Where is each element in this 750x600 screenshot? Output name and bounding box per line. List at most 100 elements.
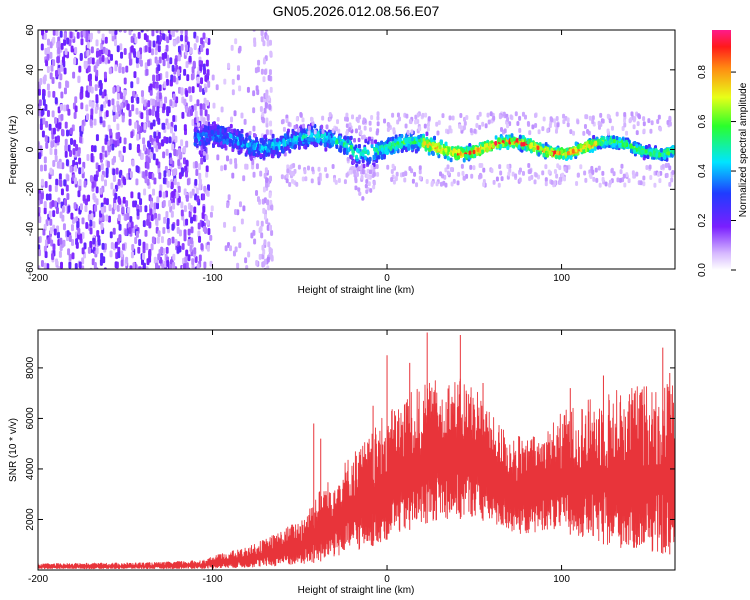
spectrogram-cell [267,204,271,211]
spectrogram-cell [77,75,81,83]
spectrogram-cell [184,30,188,37]
spectrogram-cell [269,175,273,182]
spectrogram-cell [206,113,210,121]
spectrogram-cell [177,195,181,203]
spectrogram-cell [185,89,189,97]
spectrogram-cell [158,190,162,198]
spectrogram-cell [56,56,60,64]
spectrogram-cell [207,38,211,46]
spectrogram-cell [90,108,94,116]
spectrogram-cell [259,106,263,113]
spectrogram-marks [38,24,675,269]
spectrogram-cell [123,77,127,85]
spectrogram-cell [94,204,98,212]
spectrogram-cell [108,204,112,212]
spectrogram-cell [70,224,74,232]
spectrogram-cell [263,239,267,246]
spectrogram-cell [183,68,187,76]
spectrogram-cell [175,77,179,85]
spectrogram-cell [38,206,41,214]
spectrogram-cell [81,232,85,240]
spectrogram-cell [128,58,132,66]
spectrogram-cell [64,198,68,206]
spectrogram-cell [231,89,235,96]
spectrogram-cell [128,110,132,118]
spectrogram-cell [58,173,62,181]
spectrogram-cell [269,199,273,206]
spectrogram-cell [54,155,58,163]
spectrogram-cell [259,225,263,232]
spectrogram-cell [184,170,188,178]
spectrogram-cell [51,110,55,118]
spectrogram-cell [41,178,45,186]
spectrogram-cell [145,109,149,117]
spectrogram-cell [268,69,272,76]
spectrogram-cell [161,52,165,60]
spectrogram-cell [62,239,66,247]
spectrogram-cell [89,219,93,227]
spectrogram-cell [162,191,166,199]
spectrogram-cell [176,30,179,31]
spectrogram-cell [143,99,147,107]
spectrogram-cell [149,88,153,96]
spectrogram-cell [269,50,273,57]
spectrogram-cell [64,48,68,56]
spectrogram-cell [44,251,48,259]
spectrogram-cell [130,251,134,259]
spectrogram-cell [141,268,143,269]
spectrogram-cell [253,40,257,47]
spectrogram-cell [122,95,126,103]
spectrogram-cell [38,216,42,224]
spectrogram-cell [169,126,173,134]
spectrogram-cell [269,248,273,255]
spectrogram-cell [161,122,165,130]
spectrogram-cell [134,237,138,245]
spectrogram-cell [101,91,105,99]
spectrogram-cell [64,150,68,158]
spectrogram-cell [194,255,198,263]
spectrogram-cell [195,169,199,177]
spectrogram-cell [90,86,94,94]
spectrogram-cell [205,165,209,173]
spectrogram-cell [260,232,264,239]
spectrogram-cell [185,159,189,167]
spectrogram-cell [170,181,174,189]
spectrogram-cell [131,159,135,167]
spectrogram-cell [90,213,94,221]
spectrogram-cell [110,30,113,31]
spectrogram-cell [93,118,97,126]
spectrogram-cell [207,80,211,88]
spectrogram-cell [205,24,208,30]
spectrogram-cell [72,147,76,155]
spectrogram-cell [162,177,166,185]
spectrogram-cell [238,45,242,52]
spectrogram-cell [157,45,161,53]
spectrogram-cell [133,71,137,79]
spectrogram-cell [63,67,67,75]
spectrogram-cell [136,208,140,216]
spectrogram-cell [163,260,167,268]
spectrogram-cell [150,243,154,251]
spectrogram-cell [56,161,60,169]
spectrogram-cell [191,258,195,266]
spectrogram-cell [269,120,273,127]
spectrogram-cell [149,134,153,142]
spectrogram-cell [90,155,94,163]
spectrogram-cell [56,225,60,233]
spectrogram-cell [155,158,159,166]
spectrogram-cell [63,87,67,95]
spectrogram-cell [183,124,187,132]
spectrogram-cell [158,56,162,64]
spectrogram-cell [74,262,78,269]
spectrogram-cell [165,246,169,254]
spectrogram-cell [172,93,176,101]
spectrogram-cell [43,74,47,82]
spectrogram-cell [85,30,89,37]
spectrogram-cell [152,98,156,106]
spectrogram-cell [105,134,109,142]
spectrogram-cell [172,202,176,210]
spectrogram-cell [81,257,85,265]
spectrogram-cell [61,214,65,222]
spectrogram-cell [177,185,181,193]
